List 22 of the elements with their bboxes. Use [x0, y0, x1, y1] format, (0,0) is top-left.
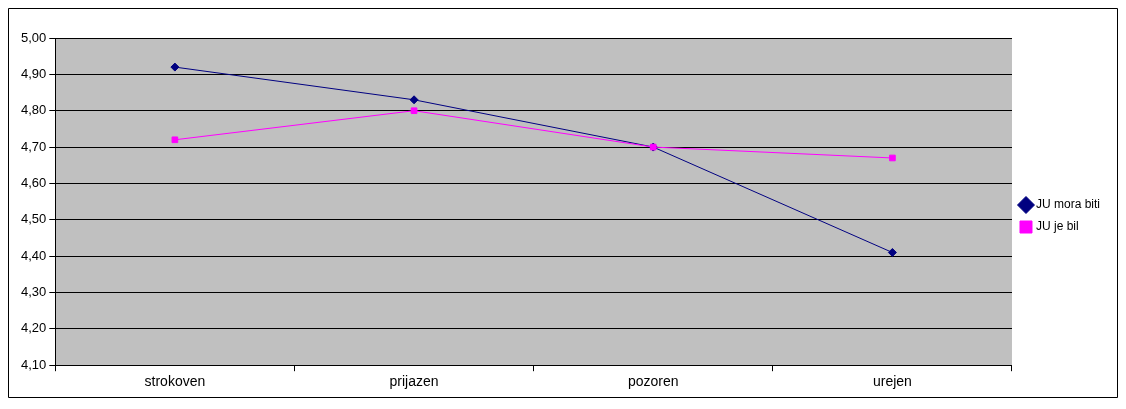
y-tick-label: 4,50 [20, 211, 47, 227]
y-tick-label: 4,10 [20, 356, 47, 372]
legend-label: JU je bil [1035, 219, 1079, 234]
point [410, 107, 418, 115]
point [171, 136, 179, 144]
point [889, 154, 896, 162]
y-tick-label: 4,90 [20, 65, 47, 81]
y-tick-label: 4,80 [20, 102, 47, 118]
y-tick-label: 4,30 [20, 284, 47, 300]
x-tick-label: pozoren [627, 373, 679, 390]
point [170, 62, 180, 72]
y-tick-label: 4,60 [20, 175, 47, 190]
legend-label: JU mora biti [1035, 197, 1100, 212]
x-tick-label: urejen [872, 373, 912, 390]
point [409, 95, 419, 105]
y-tick-label: 4,70 [20, 138, 47, 154]
y-tick-label: 4,20 [20, 320, 47, 336]
x-tick-label: strokoven [144, 373, 206, 390]
y-tick-label: 5,00 [20, 29, 47, 45]
y-tick-label: 4,40 [20, 247, 47, 263]
x-tick-label: prijazen [389, 373, 439, 390]
point [887, 248, 897, 257]
